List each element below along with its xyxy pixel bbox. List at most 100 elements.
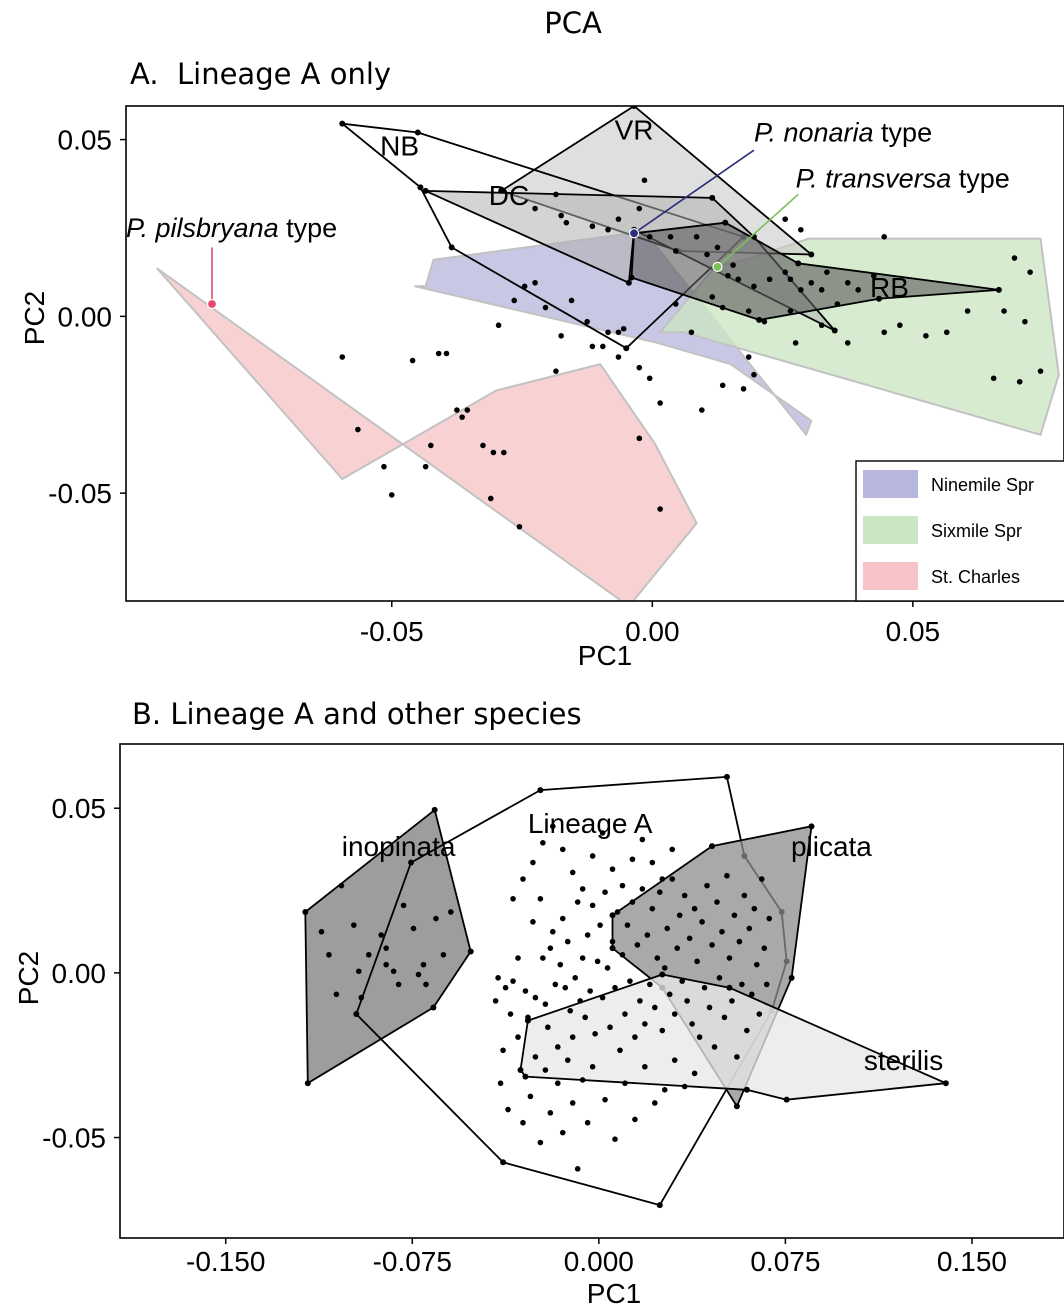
panel-b-title: B. Lineage A and other species [132, 697, 582, 731]
data-point [763, 981, 770, 988]
data-point [739, 981, 745, 988]
panel-b-ytick-label: 0.05 [52, 793, 107, 824]
data-point [542, 304, 549, 311]
annotation-p-transversa: P. transversa type [796, 163, 1010, 193]
panel-b-xtick-label: -0.150 [186, 1246, 265, 1277]
data-point [766, 915, 773, 922]
type-point-p-nonaria [628, 228, 640, 239]
data-point [787, 276, 794, 283]
data-point [787, 308, 794, 314]
annotation-p-nonaria: P. nonaria type [754, 117, 932, 147]
data-point [855, 287, 861, 293]
data-point [741, 892, 748, 899]
data-point [897, 322, 903, 329]
hull-label-dc: DC [489, 180, 529, 211]
data-point [881, 234, 888, 240]
panel-b-xtick-label: 0.150 [937, 1246, 1007, 1277]
data-point [409, 357, 416, 364]
data-point [652, 1004, 658, 1011]
data-point [706, 1004, 713, 1011]
data-point [520, 1119, 526, 1126]
data-point [501, 449, 507, 456]
data-point [553, 368, 559, 374]
hull-vertex-point [448, 244, 455, 251]
hull-vertex-point [414, 129, 421, 136]
data-point [671, 1057, 678, 1063]
data-point [719, 382, 726, 389]
data-point [725, 272, 731, 279]
data-point [1022, 318, 1028, 325]
data-point [751, 283, 757, 290]
data-point [639, 886, 646, 892]
hull-vertex-point [422, 187, 429, 194]
hull-vertex-point [609, 945, 616, 952]
data-point [511, 297, 518, 304]
data-point [530, 859, 536, 866]
data-point [714, 244, 721, 251]
data-point [671, 1011, 678, 1017]
data-point [542, 1067, 549, 1073]
data-point [567, 1007, 574, 1014]
data-point [537, 1139, 544, 1146]
type-point-p-pilsbryana [206, 298, 218, 310]
data-point [480, 442, 486, 449]
hull-vertex-point [808, 823, 815, 830]
data-point [818, 322, 825, 329]
legend-label-st-charles: St. Charles [931, 567, 1020, 587]
legend-label-ninemile-spr: Ninemile Spr [931, 475, 1034, 495]
data-point [756, 1011, 763, 1017]
annotation-species: P. transversa [796, 163, 952, 193]
data-point [542, 1001, 549, 1007]
data-point [617, 1047, 623, 1054]
data-point [609, 866, 616, 872]
data-point [704, 882, 710, 889]
data-point [721, 1014, 728, 1021]
data-point [507, 1011, 514, 1017]
data-point [558, 333, 564, 339]
data-point [661, 965, 668, 971]
hull-vertex-point [831, 327, 838, 334]
hull-vertex-point [726, 984, 733, 991]
data-point [622, 1011, 628, 1017]
data-point [699, 919, 705, 925]
panel-b-frame [119, 743, 1064, 1239]
data-point [612, 984, 618, 991]
data-point [672, 301, 679, 307]
data-point [870, 272, 877, 279]
data-point [641, 177, 648, 184]
panel-a-title: A. Lineage A only [130, 57, 391, 91]
panel-b-ylabel: PC2 [13, 951, 44, 1005]
panel-a-ytick-label: -0.05 [48, 478, 112, 509]
data-point [553, 191, 559, 198]
data-point [808, 279, 815, 286]
data-point [415, 971, 422, 978]
data-point [818, 287, 825, 293]
data-point [923, 333, 929, 339]
data-point [615, 216, 622, 222]
data-point [515, 1034, 521, 1040]
data-point [395, 981, 402, 988]
data-point [761, 945, 768, 951]
hull-vertex-point [609, 912, 616, 919]
data-point [318, 928, 325, 935]
data-point [1027, 269, 1033, 275]
data-point [964, 308, 971, 314]
data-point [627, 978, 633, 984]
data-point [761, 318, 768, 325]
data-point [636, 435, 643, 442]
data-point [1001, 308, 1007, 314]
data-point [355, 968, 362, 975]
type-point-p-transversa [712, 261, 723, 272]
data-point [758, 876, 765, 882]
data-point [400, 902, 407, 909]
data-point [574, 899, 581, 905]
data-point [584, 1119, 591, 1126]
panel-b-xtick-label: 0.075 [750, 1246, 820, 1277]
data-point [550, 823, 556, 830]
data-point [495, 322, 502, 329]
data-point [545, 1024, 551, 1031]
annotation-species: P. nonaria [754, 117, 874, 147]
data-point [540, 955, 546, 961]
data-point [745, 308, 752, 314]
hull-label-sterilis: sterilis [864, 1045, 943, 1076]
